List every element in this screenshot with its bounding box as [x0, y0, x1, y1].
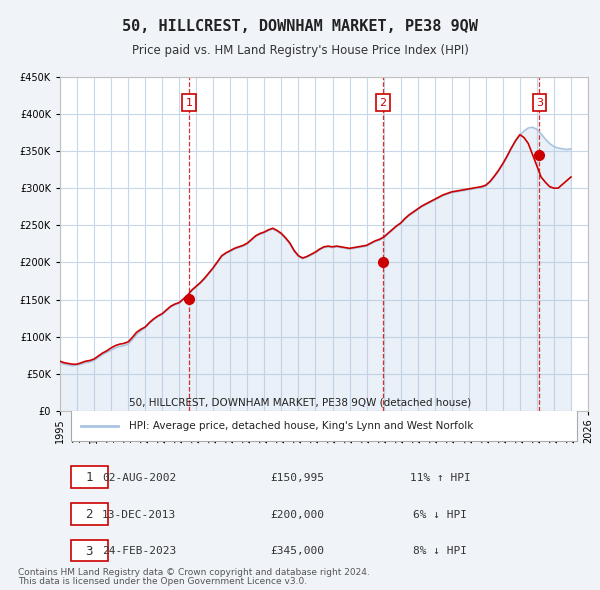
FancyBboxPatch shape — [71, 503, 107, 525]
Text: 1: 1 — [185, 98, 193, 108]
Text: 02-AUG-2002: 02-AUG-2002 — [102, 473, 176, 483]
Text: 1: 1 — [85, 471, 93, 484]
Text: £345,000: £345,000 — [271, 546, 325, 556]
Text: Price paid vs. HM Land Registry's House Price Index (HPI): Price paid vs. HM Land Registry's House … — [131, 44, 469, 57]
Text: Contains HM Land Registry data © Crown copyright and database right 2024.: Contains HM Land Registry data © Crown c… — [18, 568, 370, 577]
FancyBboxPatch shape — [71, 466, 107, 488]
FancyBboxPatch shape — [71, 540, 107, 562]
Text: 24-FEB-2023: 24-FEB-2023 — [102, 546, 176, 556]
Text: 13-DEC-2013: 13-DEC-2013 — [102, 510, 176, 520]
Text: £200,000: £200,000 — [271, 510, 325, 520]
Text: 6% ↓ HPI: 6% ↓ HPI — [413, 510, 467, 520]
Text: This data is licensed under the Open Government Licence v3.0.: This data is licensed under the Open Gov… — [18, 577, 307, 586]
Text: 2: 2 — [379, 98, 386, 108]
Text: 50, HILLCREST, DOWNHAM MARKET, PE38 9QW: 50, HILLCREST, DOWNHAM MARKET, PE38 9QW — [122, 19, 478, 34]
Text: 2: 2 — [85, 508, 93, 521]
Text: HPI: Average price, detached house, King's Lynn and West Norfolk: HPI: Average price, detached house, King… — [128, 421, 473, 431]
Text: 11% ↑ HPI: 11% ↑ HPI — [410, 473, 470, 483]
Text: £150,995: £150,995 — [271, 473, 325, 483]
Text: 50, HILLCREST, DOWNHAM MARKET, PE38 9QW (detached house): 50, HILLCREST, DOWNHAM MARKET, PE38 9QW … — [128, 398, 471, 408]
FancyBboxPatch shape — [71, 388, 577, 441]
Text: 3: 3 — [85, 545, 93, 558]
Text: 8% ↓ HPI: 8% ↓ HPI — [413, 546, 467, 556]
Text: 3: 3 — [536, 98, 543, 108]
